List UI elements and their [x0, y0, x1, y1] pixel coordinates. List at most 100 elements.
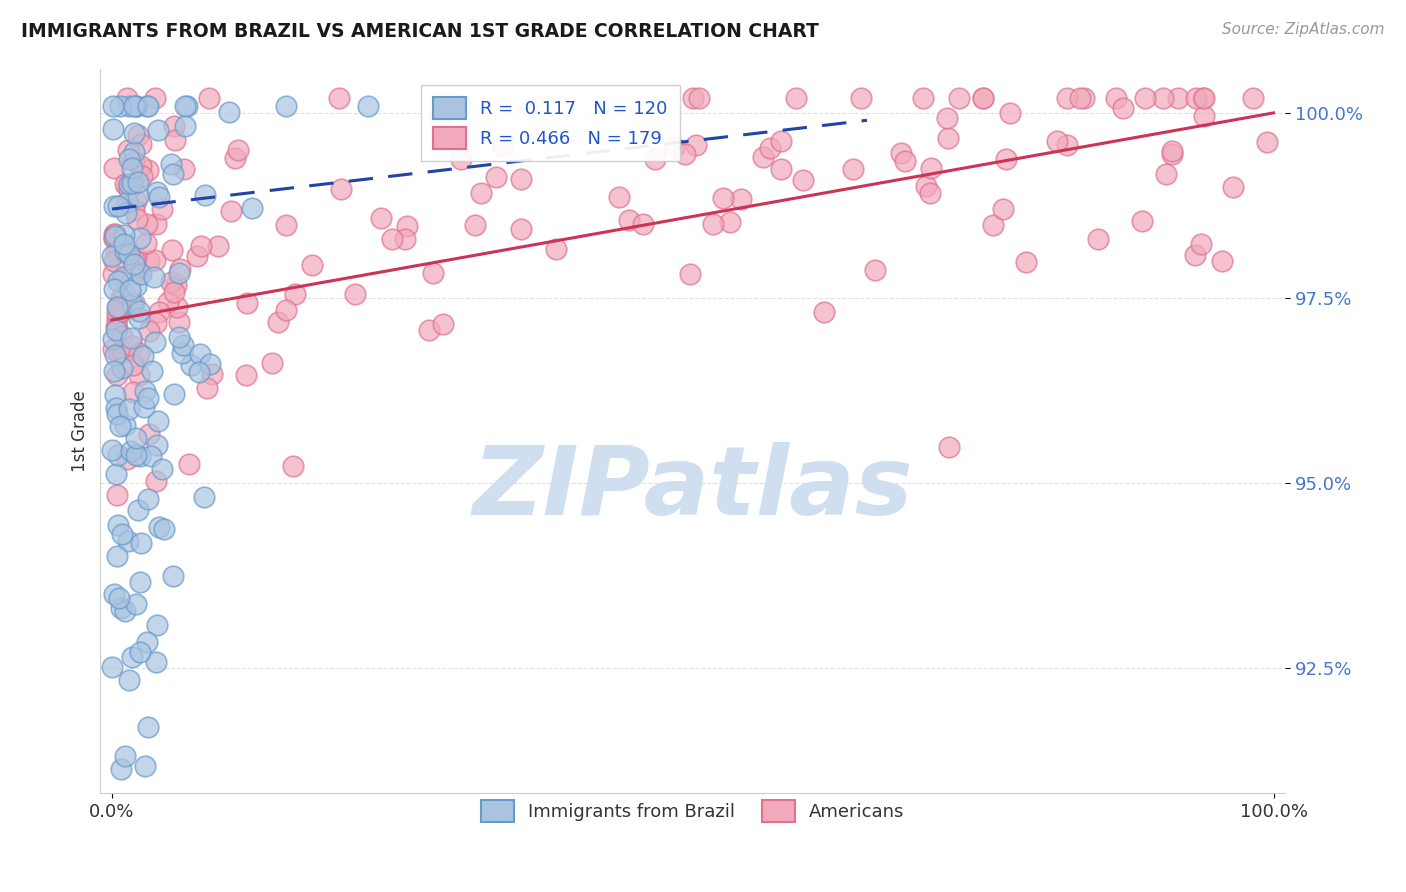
Point	[104, 388, 127, 402]
Point	[103, 332, 125, 346]
Point	[103, 231, 125, 245]
Point	[129, 450, 152, 464]
Point	[122, 203, 145, 218]
Point	[112, 345, 135, 359]
Point	[935, 112, 957, 126]
Point	[224, 151, 246, 165]
Point	[163, 133, 186, 147]
Point	[125, 98, 148, 112]
Point	[122, 384, 145, 399]
Point	[165, 277, 187, 292]
Point	[172, 338, 194, 352]
Point	[938, 440, 960, 454]
Point	[718, 214, 741, 228]
Point	[121, 650, 143, 665]
Point	[682, 91, 704, 105]
Point	[186, 248, 208, 262]
Point	[112, 228, 135, 243]
Point	[111, 526, 134, 541]
Point	[135, 217, 157, 231]
Point	[276, 303, 298, 318]
Point	[118, 178, 141, 192]
Point	[912, 91, 935, 105]
Point	[111, 238, 134, 252]
Point	[176, 98, 198, 112]
Point	[276, 98, 298, 112]
Legend: Immigrants from Brazil, Americans: Immigrants from Brazil, Americans	[468, 788, 917, 835]
Point	[117, 143, 139, 157]
Point	[370, 211, 392, 226]
Point	[139, 449, 162, 463]
Point	[145, 655, 167, 669]
Point	[163, 120, 186, 134]
Point	[128, 231, 150, 245]
Point	[813, 305, 835, 319]
Point	[112, 269, 135, 284]
Point	[849, 91, 872, 105]
Point	[920, 161, 942, 176]
Point	[118, 402, 141, 417]
Point	[236, 296, 259, 310]
Point	[179, 457, 201, 471]
Point	[135, 235, 157, 250]
Point	[114, 177, 136, 191]
Point	[751, 150, 773, 164]
Point	[108, 243, 131, 257]
Point	[105, 368, 128, 383]
Point	[136, 391, 159, 405]
Point	[863, 263, 886, 277]
Point	[107, 518, 129, 533]
Point	[450, 152, 472, 166]
Point	[842, 161, 865, 176]
Point	[122, 98, 145, 112]
Point	[143, 91, 166, 105]
Point	[1192, 109, 1215, 123]
Point	[136, 98, 159, 112]
Point	[124, 431, 146, 445]
Point	[769, 162, 792, 177]
Point	[136, 635, 159, 649]
Point	[129, 535, 152, 549]
Point	[107, 274, 129, 288]
Point	[105, 306, 128, 320]
Point	[1211, 254, 1233, 268]
Point	[730, 192, 752, 206]
Point	[104, 228, 127, 243]
Point	[148, 190, 170, 204]
Point	[115, 205, 138, 219]
Point	[948, 91, 970, 105]
Point	[103, 231, 125, 245]
Point	[103, 122, 125, 136]
Point	[156, 295, 179, 310]
Point	[128, 645, 150, 659]
Point	[276, 218, 298, 232]
Point	[169, 315, 191, 329]
Point	[163, 387, 186, 401]
Point	[129, 267, 152, 281]
Point	[792, 173, 814, 187]
Point	[173, 98, 195, 112]
Point	[662, 140, 685, 154]
Point	[936, 131, 959, 145]
Point	[418, 323, 440, 337]
Point	[136, 491, 159, 506]
Point	[105, 320, 128, 334]
Point	[491, 139, 513, 153]
Point	[167, 266, 190, 280]
Point	[207, 238, 229, 252]
Point	[107, 488, 129, 502]
Point	[136, 98, 159, 112]
Point	[1152, 91, 1174, 105]
Point	[101, 443, 124, 458]
Point	[1087, 232, 1109, 246]
Point	[131, 349, 153, 363]
Point	[108, 591, 131, 605]
Point	[115, 452, 138, 467]
Point	[115, 245, 138, 260]
Point	[114, 749, 136, 764]
Point	[125, 98, 148, 112]
Point	[267, 315, 290, 329]
Point	[125, 212, 148, 227]
Point	[112, 286, 135, 301]
Point	[1073, 91, 1095, 105]
